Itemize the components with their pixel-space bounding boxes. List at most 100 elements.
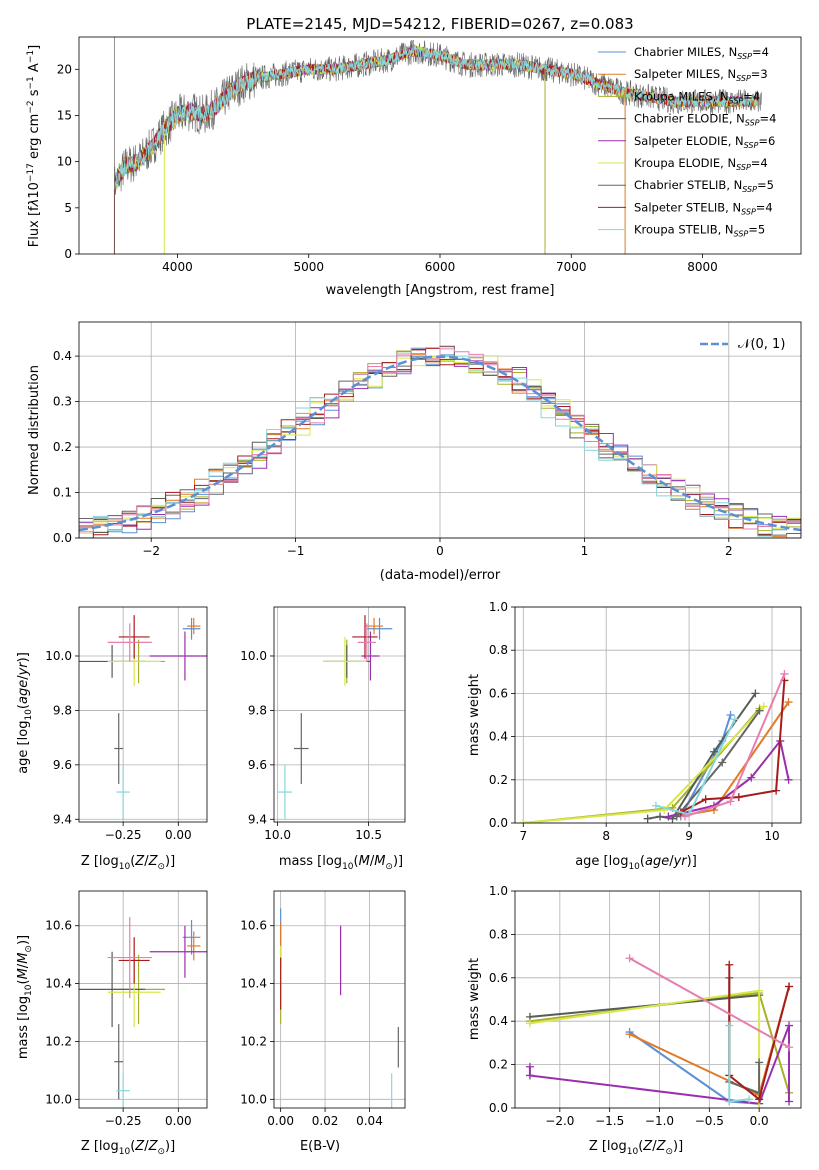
x-tick-label: −0.25: [105, 1114, 142, 1128]
x-tick-label: 8: [602, 829, 610, 843]
y-tick-label: 0.8: [489, 643, 508, 657]
legend-rest: =4: [760, 112, 777, 126]
y-tick-label: 0.4: [489, 1014, 508, 1028]
residual-ylabel: Normed distribution: [27, 365, 42, 495]
weight-marker: [784, 698, 793, 707]
x-tick-label: 1: [581, 544, 589, 558]
x-tick-label: −1.5: [595, 1114, 624, 1128]
weight-marker: [625, 954, 634, 963]
weight-marker: [755, 706, 764, 715]
weight-marker: [784, 775, 793, 784]
y-tick-label: 0.6: [489, 686, 508, 700]
y-tick-label: 10.0: [45, 1092, 72, 1106]
weight-marker: [785, 982, 794, 991]
weight-series-line: [529, 994, 760, 1018]
y-tick-label: 0.0: [489, 1101, 508, 1115]
y-tick-label: 0.1: [53, 486, 72, 500]
x-tick-label: 2: [725, 544, 733, 558]
legend-rest: =4: [756, 200, 773, 214]
x-tick-label: −1.0: [645, 1114, 674, 1128]
weight-marker: [747, 773, 756, 782]
x-tick-label: 0.00: [165, 1114, 192, 1128]
legend-label: Kroupa MILES, NSSP=4: [634, 89, 760, 105]
axes-frame: [273, 606, 406, 823]
weight-marker: [725, 1021, 734, 1030]
legend-label: Salpeter MILES, NSSP=3: [634, 67, 768, 83]
legend-rest: =4: [752, 45, 769, 59]
axes-frame: [514, 606, 802, 824]
x-tick-label: 6000: [425, 260, 456, 274]
weight-marker: [664, 812, 673, 821]
y-tick-label: 10: [57, 155, 72, 169]
spectrum-panel: 4000 5000 6000 7000 8000 0 5 10 15 20 Chabrier MIL…: [57, 36, 802, 274]
legend-label: Salpeter STELIB, NSSP=4: [634, 200, 773, 216]
residual-legend-label: 𝒩(0, 1): [738, 337, 785, 352]
axes-frame: [78, 36, 802, 255]
mass-age-panel: 10.0 10.5 9.4 9.6 9.8 10.0: [240, 606, 406, 842]
axes-frame: [78, 606, 208, 823]
x-tick-label: 10.5: [355, 828, 382, 842]
weight-marker: [525, 1019, 534, 1028]
axes-frame: [273, 890, 406, 1109]
legend-label: Salpeter ELODIE, NSSP=6: [634, 134, 775, 150]
age-weight-ylabel: mass weight: [467, 674, 482, 756]
weight-marker: [755, 1058, 764, 1067]
legend-rest: =3: [751, 67, 768, 81]
spectrum-ylabel: Flux [fλ10−17 erg cm−2 s−1 A−1]: [26, 45, 42, 247]
weight-marker: [625, 1030, 634, 1039]
y-tick-label: 10.0: [240, 1092, 267, 1106]
y-tick-label: 10.4: [45, 977, 72, 991]
x-tick-label: 5000: [293, 260, 324, 274]
legend-sub: SSP: [729, 96, 744, 105]
legend-rest: =6: [758, 134, 775, 148]
residual-xlabel: (data-model)/error: [380, 568, 501, 583]
age-weight-xlabel: age [log10(age/yr)]: [575, 854, 697, 872]
y-tick-label: 0.2: [489, 773, 508, 787]
x-tick-label: 10: [764, 829, 779, 843]
y-tick-label: 0.3: [53, 395, 72, 409]
x-tick-label: 0.0: [750, 1114, 769, 1128]
z-weight-ylabel: mass weight: [467, 958, 482, 1040]
y-tick-label: 10.2: [240, 1034, 267, 1048]
weight-marker: [751, 689, 760, 698]
y-tick-label: 10.0: [240, 649, 267, 663]
legend-label: Chabrier ELODIE, NSSP=4: [634, 112, 776, 128]
x-tick-label: −2.0: [545, 1114, 574, 1128]
weight-marker: [519, 819, 528, 823]
x-tick-label: 0.00: [165, 828, 192, 842]
weight-marker: [680, 812, 689, 821]
y-tick-label: 9.8: [53, 703, 72, 717]
weight-series-line: [523, 707, 761, 823]
weight-marker: [725, 960, 734, 969]
legend-sub: SSP: [745, 119, 760, 128]
x-tick-label: 7: [519, 829, 527, 843]
y-tick-label: 10.6: [240, 919, 267, 933]
y-tick-label: 9.4: [248, 812, 267, 826]
y-tick-label: 10.0: [45, 649, 72, 663]
x-tick-label: 9: [685, 829, 693, 843]
residual-panel: −2 −1 0 1 2 0.0 0.1 0.2 0.3 0.4: [53, 321, 802, 558]
y-tick-label: 10.4: [240, 977, 267, 991]
y-tick-label: 1.0: [489, 884, 508, 898]
x-tick-label: −2: [142, 544, 160, 558]
y-tick-label: 0.8: [489, 927, 508, 941]
weight-series-line: [728, 964, 790, 1102]
weight-marker: [643, 814, 652, 823]
weight-marker: [656, 812, 665, 821]
weight-marker: [718, 758, 727, 767]
weight-marker: [780, 669, 789, 678]
y-tick-label: 0.4: [489, 730, 508, 744]
weight-marker: [785, 1021, 794, 1030]
residual-histogram: [79, 348, 801, 536]
x-tick-label: −0.5: [695, 1114, 724, 1128]
legend-sub: SSP: [741, 207, 756, 216]
x-tick-label: 0.02: [312, 1114, 339, 1128]
weight-marker: [759, 702, 768, 711]
y-tick-label: 9.4: [53, 812, 72, 826]
legend-label: Kroupa ELODIE, NSSP=4: [634, 156, 768, 172]
y-tick-label: 15: [57, 108, 72, 122]
weight-marker: [651, 801, 660, 810]
weight-series-line: [629, 957, 790, 1049]
ebv-mass-xlabel: E(B-V): [300, 1139, 340, 1154]
x-tick-label: 8000: [687, 260, 718, 274]
